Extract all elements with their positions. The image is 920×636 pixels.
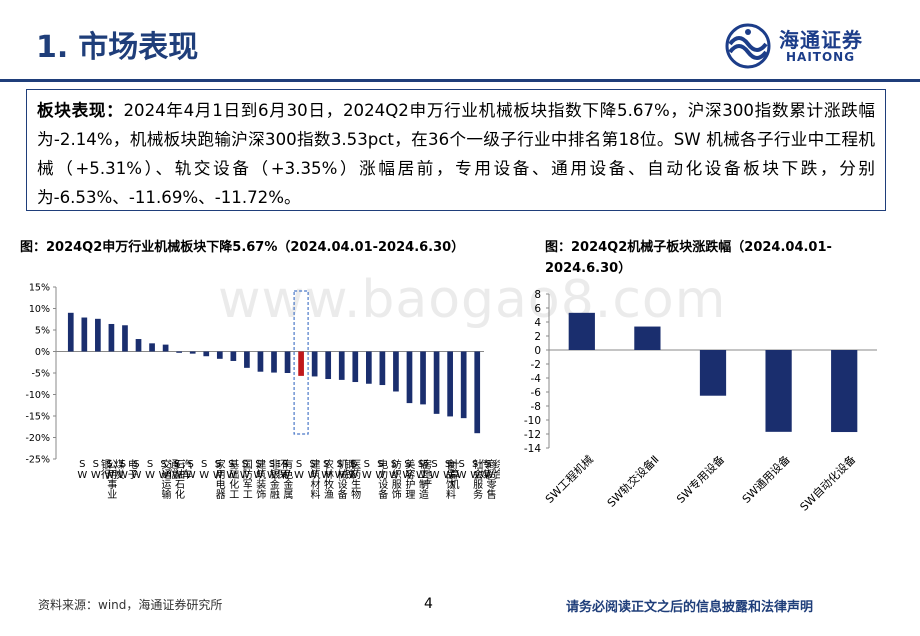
bar — [298, 351, 304, 376]
bar — [81, 317, 88, 352]
y-tick-label: -10% — [25, 390, 50, 401]
bar — [216, 351, 223, 359]
bar — [831, 350, 858, 433]
bar — [420, 351, 426, 405]
bar — [149, 343, 155, 352]
bar — [135, 339, 142, 352]
y-tick-label: 10% — [29, 304, 50, 315]
bar — [284, 351, 291, 373]
bar — [365, 351, 372, 384]
bar — [460, 351, 467, 419]
x-tick-label: SW工程机械 — [542, 452, 596, 506]
bar — [176, 351, 183, 353]
bar — [406, 351, 413, 404]
bar — [67, 312, 74, 352]
bar — [447, 351, 453, 417]
x-tick-label: SW专用设备 — [673, 452, 727, 506]
bar — [244, 351, 250, 368]
y-tick-label: -25% — [25, 455, 50, 466]
summary-box: 板块表现：2024年4月1日到6月30日，2024Q2申万行业机械板块指数下降5… — [26, 89, 886, 211]
bar — [634, 326, 661, 350]
bar — [393, 351, 399, 392]
watermark: www.baogao8.com — [218, 270, 727, 330]
bar — [568, 312, 595, 350]
y-tick-label: 2 — [534, 331, 541, 343]
summary-label: 板块表现： — [37, 101, 124, 120]
bar — [765, 350, 792, 432]
bar — [162, 344, 169, 352]
y-tick-label: -4 — [531, 373, 542, 385]
y-tick-label: -8 — [531, 401, 541, 413]
section-number: 1. — [36, 30, 69, 65]
bar — [338, 351, 345, 380]
section-title: 市场表现 — [78, 30, 199, 65]
y-tick-label: 15% — [29, 283, 50, 294]
industry-bar-chart: 15%10%5%0%-5%-10%-15%-20%-25% SW公用事业SW银行S… — [25, 283, 500, 500]
y-tick-label: -10 — [524, 415, 541, 427]
x-tick-label: SW轨交设备Ⅱ — [604, 452, 661, 509]
bar — [122, 325, 128, 352]
y-tick-label: 4 — [534, 317, 541, 329]
legal-disclaimer: 请务必阅读正文之后的信息披露和法律声明 — [566, 600, 814, 615]
x-tick-label: SW自动化设备 — [797, 452, 858, 513]
chart2-caption: 图：2024Q2机械子板块涨跌幅（2024.04.01-2024.6.30） — [545, 240, 832, 276]
bar — [325, 351, 332, 380]
company-logo: 海通证券 HAITONG — [722, 22, 892, 72]
source-note: 资料来源：wind，海通证券研究所 — [38, 598, 223, 612]
y-tick-label: -2 — [531, 359, 541, 371]
bar — [379, 351, 386, 386]
bar — [311, 351, 318, 377]
bar — [203, 351, 210, 357]
y-tick-label: -12 — [524, 429, 541, 441]
bar — [95, 318, 101, 352]
y-tick-label: 8 — [534, 289, 541, 301]
haitong-logo-icon — [725, 23, 771, 69]
chart1-caption: 图：2024Q2申万行业机械板块下降5.67%（2024.04.01-2024.… — [20, 240, 465, 255]
logo-english-name: HAITONG — [786, 50, 856, 64]
y-tick-label: -14 — [524, 443, 541, 455]
logo-chinese-name: 海通证券 — [779, 28, 863, 52]
y-tick-label: -5% — [32, 369, 51, 380]
page-title: 1. 市场表现 — [36, 22, 198, 66]
bar — [108, 323, 115, 352]
bar — [699, 350, 727, 396]
bar — [257, 351, 264, 372]
bar — [474, 351, 481, 434]
y-tick-label: 0% — [35, 347, 50, 358]
y-tick-label: 5% — [35, 326, 50, 337]
bar — [352, 351, 359, 383]
y-tick-label: 0 — [534, 345, 541, 357]
bar — [433, 351, 440, 414]
bar — [189, 351, 196, 354]
bar — [230, 351, 237, 361]
x-tick-label: SW通用设备 — [739, 452, 793, 506]
highlight-frame — [293, 290, 309, 435]
y-tick-label: -20% — [25, 433, 50, 444]
page-number: 4 — [424, 596, 433, 612]
header-divider — [0, 79, 920, 82]
summary-body: 2024年4月1日到6月30日，2024Q2申万行业机械板块指数下降5.67%，… — [37, 101, 875, 207]
bar — [271, 351, 277, 373]
y-tick-label: -6 — [531, 387, 542, 399]
y-tick-label: -15% — [25, 412, 50, 423]
y-tick-label: 6 — [534, 303, 541, 315]
x-tick-label: SW综合 — [472, 458, 500, 480]
